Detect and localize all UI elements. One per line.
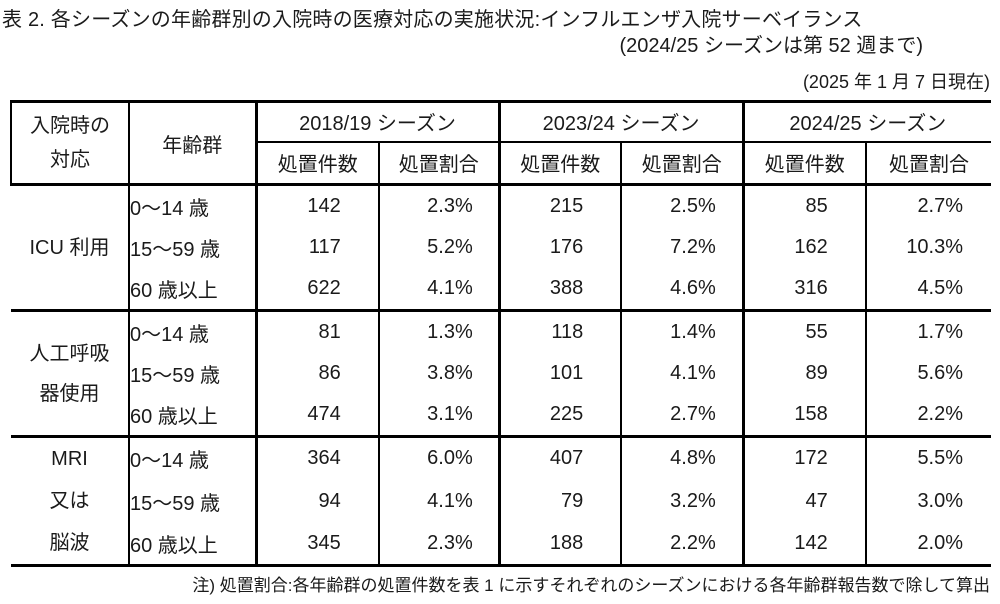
row-group-label-mri-eeg: MRI 又は 脳波 <box>11 435 129 566</box>
rate-cell: 1.4% <box>620 309 744 353</box>
count-cell: 215 <box>497 184 622 227</box>
data-table: 入院時の 対応 年齢群 2018/19 シーズン 2023/24 シーズン 20… <box>10 100 992 567</box>
count-cell: 162 <box>741 226 867 269</box>
count-cell: 118 <box>497 309 622 353</box>
table-row: 15〜59 歳 94 4.1% 79 3.2% 47 3.0% <box>11 479 992 523</box>
rate-cell: 2.0% <box>865 522 992 566</box>
footnote: 注) 処置割合:各年齢群の処置件数を表 1 に示すそれぞれのシーズンにおける各年… <box>192 576 990 595</box>
age-cell: 15〜59 歳 <box>128 352 256 395</box>
row-group-label-ventilator: 人工呼吸 器使用 <box>11 309 129 437</box>
count-cell: 85 <box>741 184 867 227</box>
row-group-label-icu: ICU 利用 <box>29 236 110 259</box>
rate-cell: 3.2% <box>620 479 744 523</box>
count-cell: 407 <box>497 435 622 480</box>
rate-cell: 6.0% <box>377 435 500 480</box>
rate-cell: 1.7% <box>865 309 992 353</box>
rate-cell: 4.1% <box>620 352 744 395</box>
rate-cell: 5.5% <box>865 435 992 480</box>
header-season-2023-24: 2023/24 シーズン <box>497 101 744 143</box>
rate-cell: 5.2% <box>377 226 500 269</box>
rate-cell: 4.1% <box>377 268 500 311</box>
header-season-2024-25: 2024/25 シーズン <box>741 101 992 143</box>
table-row: 60 歳以上 622 4.1% 388 4.6% 316 4.5% <box>11 268 992 311</box>
rate-cell: 3.0% <box>865 479 992 523</box>
header-count: 処置件数 <box>741 141 867 186</box>
count-cell: 142 <box>741 522 867 566</box>
rate-cell: 3.1% <box>377 394 500 437</box>
rate-cell: 2.3% <box>377 522 500 566</box>
table-row: MRI 又は 脳波 0〜14 歳 364 6.0% 407 4.8% 172 5… <box>11 435 992 566</box>
count-cell: 622 <box>254 268 379 311</box>
rate-cell: 2.5% <box>620 184 744 227</box>
header-rate: 処置割合 <box>620 141 744 186</box>
rate-cell: 1.3% <box>377 309 500 353</box>
age-cell: 60 歳以上 <box>128 268 256 311</box>
rate-cell: 4.6% <box>620 268 744 311</box>
header-rate: 処置割合 <box>865 141 992 186</box>
age-cell: 0〜14 歳 <box>128 435 256 480</box>
rate-cell: 2.7% <box>865 184 992 227</box>
count-cell: 172 <box>741 435 867 480</box>
age-cell: 60 歳以上 <box>128 522 256 566</box>
rate-cell: 4.5% <box>865 268 992 311</box>
header-age-group: 年齢群 <box>128 101 256 186</box>
count-cell: 81 <box>254 309 379 353</box>
table-row: 15〜59 歳 86 3.8% 101 4.1% 89 5.6% <box>11 352 992 395</box>
header-count: 処置件数 <box>497 141 622 186</box>
table-title: 表 2. 各シーズンの年齢群別の入院時の医療対応の実施状況:インフルエンザ入院サ… <box>2 9 863 31</box>
count-cell: 101 <box>497 352 622 395</box>
count-cell: 364 <box>254 435 379 480</box>
count-cell: 142 <box>254 184 379 227</box>
count-cell: 94 <box>254 479 379 523</box>
table-row: ICU 利用 0〜14 歳 142 2.3% 215 2.5% 85 2.7% <box>11 184 992 259</box>
table-row: 60 歳以上 345 2.3% 188 2.2% 142 2.0% <box>11 522 992 566</box>
as-of-date: (2025 年 1 月 7 日現在) <box>802 72 990 92</box>
count-cell: 316 <box>741 268 867 311</box>
rate-cell: 4.1% <box>377 479 500 523</box>
rate-cell: 7.2% <box>620 226 744 269</box>
count-cell: 176 <box>497 226 622 269</box>
table-subtitle: (2024/25 シーズンは第 52 週まで) <box>619 35 923 57</box>
table-row: 60 歳以上 474 3.1% 225 2.7% 158 2.2% <box>11 394 992 437</box>
count-cell: 158 <box>741 394 867 437</box>
header-response: 入院時の 対応 <box>10 101 129 186</box>
count-cell: 79 <box>497 479 622 523</box>
age-cell: 15〜59 歳 <box>128 479 256 523</box>
count-cell: 345 <box>254 522 379 566</box>
count-cell: 225 <box>497 394 622 437</box>
table-header: 入院時の 対応 年齢群 2018/19 シーズン 2023/24 シーズン 20… <box>10 101 992 186</box>
rate-cell: 2.2% <box>620 522 744 566</box>
count-cell: 86 <box>254 352 379 395</box>
rate-cell: 5.6% <box>865 352 992 395</box>
count-cell: 47 <box>741 479 867 523</box>
header-rate: 処置割合 <box>377 141 500 186</box>
age-cell: 0〜14 歳 <box>128 309 256 353</box>
rate-cell: 4.8% <box>620 435 744 480</box>
header-count: 処置件数 <box>254 141 379 186</box>
table-row: 人工呼吸 器使用 0〜14 歳 81 1.3% 118 1.4% 55 1.7% <box>11 309 992 437</box>
age-cell: 15〜59 歳 <box>128 226 256 269</box>
count-cell: 474 <box>254 394 379 437</box>
header-season-2018-19: 2018/19 シーズン <box>254 101 500 143</box>
header-row-measures: 処置件数 処置割合 処置件数 処置割合 処置件数 処置割合 <box>11 141 992 186</box>
table-row: 15〜59 歳 117 5.2% 176 7.2% 162 10.3% <box>11 226 992 269</box>
header-row-seasons: 入院時の 対応 年齢群 2018/19 シーズン 2023/24 シーズン 20… <box>10 101 992 186</box>
age-cell: 0〜14 歳 <box>128 184 256 227</box>
rate-cell: 2.3% <box>377 184 500 227</box>
rate-cell: 2.7% <box>620 394 744 437</box>
rate-cell: 2.2% <box>865 394 992 437</box>
table-body: ICU 利用 0〜14 歳 142 2.3% 215 2.5% 85 2.7% … <box>11 184 992 566</box>
count-cell: 188 <box>497 522 622 566</box>
count-cell: 55 <box>741 309 867 353</box>
count-cell: 89 <box>741 352 867 395</box>
count-cell: 388 <box>497 268 622 311</box>
rate-cell: 3.8% <box>377 352 500 395</box>
age-cell: 60 歳以上 <box>128 394 256 437</box>
rate-cell: 10.3% <box>865 226 992 269</box>
count-cell: 117 <box>254 226 379 269</box>
